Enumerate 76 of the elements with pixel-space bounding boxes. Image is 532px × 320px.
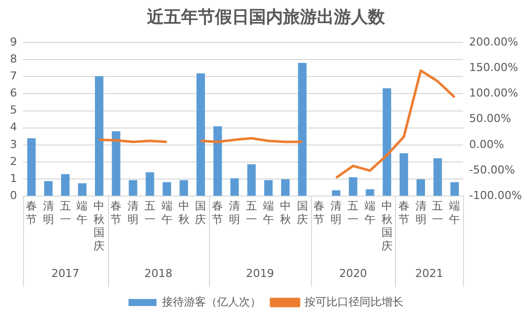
bar	[180, 180, 188, 196]
x-tick-label: 五一	[144, 200, 156, 226]
bar	[94, 76, 104, 196]
x-tick-label: 国庆	[195, 200, 206, 226]
x-tick-label: 春节	[26, 200, 37, 226]
bar	[146, 172, 154, 196]
x-tick-label: 中秋国庆	[94, 200, 105, 252]
bar	[400, 153, 408, 196]
x-tick-label: 清明	[330, 200, 342, 226]
text: 2020	[339, 266, 368, 280]
bar	[382, 88, 392, 196]
y-tick-label: 2	[10, 154, 17, 168]
x-tick-label: 清明	[128, 200, 139, 226]
bar	[78, 183, 86, 196]
y-tick-label: 8	[10, 52, 17, 66]
y2-tick-label: 0.00%	[469, 138, 504, 151]
x-tick-label: 清明	[229, 200, 240, 226]
x-tick-label: 端午	[161, 200, 172, 226]
bar	[247, 164, 256, 196]
x-tick-label: 国庆	[296, 200, 308, 226]
x-tick-label: 春节	[314, 200, 325, 226]
bar	[230, 178, 239, 196]
y2-tick-label: -50.00%	[469, 163, 516, 176]
x-tick-label: 中秋	[280, 200, 291, 226]
x-tick-label: 端午	[76, 200, 88, 226]
bar	[281, 179, 290, 196]
y-tick-label: 1	[10, 172, 17, 185]
y2-tick-label: 100.00%	[469, 86, 518, 100]
y-tick-label: 7	[10, 69, 17, 82]
y-tick-label: 5	[10, 104, 17, 117]
x-tick-label: 五一	[246, 200, 258, 226]
x-tick-label: 春节	[212, 200, 224, 226]
y-tick-label: 9	[10, 35, 17, 48]
x-tick-label: 清明	[42, 200, 54, 226]
y-tick-label: 3	[10, 138, 17, 151]
y-tick-label: 4	[10, 120, 17, 134]
bar	[416, 179, 426, 196]
bar	[213, 126, 222, 196]
bar	[348, 177, 358, 196]
bar	[332, 190, 340, 196]
x-tick-label: 五一	[432, 200, 444, 226]
bar	[366, 189, 374, 196]
y-tick-label: 6	[10, 86, 17, 100]
y2-tick-label: 150.00%	[469, 60, 518, 74]
bar	[264, 180, 273, 196]
x-tick-label: 五一	[348, 200, 359, 226]
bar	[44, 181, 53, 196]
x-tick-label: 端午	[449, 200, 460, 226]
x-tick-label: 清明	[415, 200, 426, 226]
bar	[196, 73, 205, 196]
x-tick-label: 端午	[364, 200, 376, 226]
y2-tick-label: -100.00%	[469, 189, 522, 202]
y2-tick-label: 50.00%	[469, 112, 512, 126]
text: 2018	[144, 266, 172, 280]
bar	[433, 158, 442, 196]
chart-title: 近五年节假日国内旅游出游人数	[146, 8, 386, 28]
legend-label: 接待游客（亿人次）	[162, 295, 261, 308]
x-tick-label: 中秋 国庆	[381, 200, 392, 252]
bar	[112, 131, 120, 196]
legend-label: 按可比口径同比增长	[304, 295, 404, 308]
bar	[450, 182, 459, 196]
x-tick-label: 五一	[60, 200, 71, 226]
x-tick-label: 春节	[398, 200, 410, 226]
y-tick-label: 0	[10, 189, 17, 202]
y2-tick-label: 200.00%	[469, 35, 518, 48]
bar	[27, 138, 36, 196]
x-tick-label: 端午	[262, 200, 274, 226]
bar	[61, 174, 70, 196]
bar	[162, 182, 172, 196]
text: 2019	[246, 266, 274, 280]
text: 2021	[415, 266, 444, 280]
bar	[298, 62, 307, 196]
x-tick-label: 中秋	[178, 200, 190, 226]
bar	[128, 180, 138, 196]
text: 2017	[51, 266, 80, 280]
x-tick-label: 春节	[110, 200, 122, 226]
